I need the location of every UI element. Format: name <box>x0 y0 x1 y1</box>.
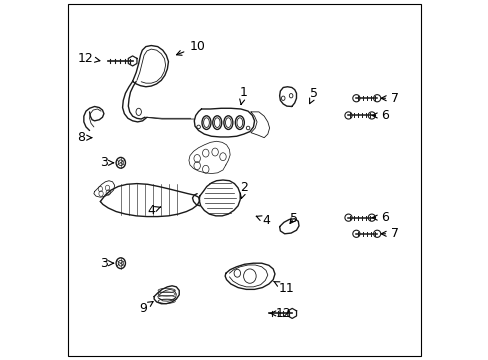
Text: 4: 4 <box>147 204 161 217</box>
Text: 3: 3 <box>100 257 114 270</box>
Text: 7: 7 <box>381 92 398 105</box>
Text: 2: 2 <box>240 181 248 198</box>
Text: 12: 12 <box>270 307 291 320</box>
Text: 1: 1 <box>239 86 247 104</box>
Text: 9: 9 <box>139 302 153 315</box>
Text: 11: 11 <box>273 282 294 295</box>
Text: 12: 12 <box>78 51 100 64</box>
Text: 4: 4 <box>256 214 269 227</box>
Text: 5: 5 <box>289 212 297 225</box>
Text: 5: 5 <box>309 87 318 104</box>
Text: 3: 3 <box>100 156 114 169</box>
Text: 7: 7 <box>381 227 398 240</box>
Text: 8: 8 <box>77 131 92 144</box>
Text: 6: 6 <box>371 109 388 122</box>
Text: 10: 10 <box>176 40 204 55</box>
Text: 6: 6 <box>371 211 388 224</box>
